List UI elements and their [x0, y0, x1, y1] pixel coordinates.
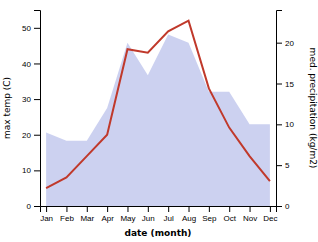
tick-label: 20 — [285, 39, 294, 48]
tick-label: 50 — [22, 24, 31, 33]
tick-mark — [34, 170, 40, 171]
tick-mark — [46, 206, 47, 212]
tick: 20 — [22, 131, 40, 140]
tick: Aug — [182, 206, 196, 223]
tick-label: 10 — [22, 166, 31, 175]
tick-label: Jul — [164, 214, 174, 223]
tick: 50 — [22, 24, 40, 33]
tick-mark — [276, 206, 282, 207]
tick-mark — [209, 206, 210, 212]
tick-label: 0 — [27, 202, 32, 211]
tick-mark — [276, 84, 282, 85]
tick-label: 30 — [22, 95, 31, 104]
tick-label: Feb — [60, 214, 74, 223]
tick-label: 20 — [22, 131, 31, 140]
tick-mark — [34, 63, 40, 64]
tick: Oct — [223, 206, 236, 223]
y2-axis: 0 5 10 15 20 — [276, 11, 294, 212]
tick-mark — [107, 206, 108, 212]
tick-mark — [34, 99, 40, 100]
plot-area: Jan Feb Mar Apr May Jun Jul Aug Sep Oct Nov Dec 0 10 2… — [22, 11, 294, 223]
tick: Jan — [40, 206, 53, 223]
tick-label: Nov — [243, 214, 257, 223]
tick: Sep — [202, 206, 217, 223]
tick: 10 — [276, 120, 294, 129]
tick-label: Sep — [202, 214, 217, 223]
tick: 30 — [22, 95, 40, 104]
tick: 0 — [276, 202, 290, 211]
tick: 20 — [276, 39, 294, 48]
tick-label: 10 — [285, 120, 294, 129]
tick-mark — [250, 206, 251, 212]
tick-label: Dec — [263, 214, 277, 223]
tick-label: Jun — [142, 214, 155, 223]
tick-label: Apr — [101, 214, 114, 223]
tick-mark — [66, 206, 67, 212]
x-axis-title: date (month) — [125, 228, 192, 238]
tick-mark — [34, 28, 40, 29]
tick-mark — [34, 206, 40, 207]
axis-line — [34, 11, 41, 207]
area — [46, 35, 270, 207]
tick: Jun — [142, 206, 155, 223]
tick-label: Jan — [40, 214, 53, 223]
y2-axis-title: med. precipitation (kg/m2) — [308, 48, 318, 169]
tick-mark — [87, 206, 88, 212]
tick-mark — [270, 206, 271, 212]
axis-line — [41, 207, 277, 213]
tick: 10 — [22, 166, 40, 175]
tick: 0 — [27, 202, 40, 211]
tick-mark — [34, 135, 40, 136]
axis-line — [277, 11, 283, 207]
tick-label: Oct — [223, 214, 236, 223]
marks — [46, 21, 270, 206]
tick-label: May — [120, 214, 135, 223]
tick-mark — [276, 124, 282, 125]
tick-mark — [148, 206, 149, 212]
tick-label: Mar — [80, 214, 94, 223]
tick: May — [120, 206, 135, 223]
tick: Dec — [263, 206, 277, 223]
tick: Apr — [101, 206, 114, 223]
tick-label: 40 — [22, 60, 31, 69]
tick-mark — [168, 206, 169, 212]
tick: Nov — [243, 206, 257, 223]
chart: Jan Feb Mar Apr May Jun Jul Aug Sep Oct Nov Dec 0 10 2… — [0, 0, 318, 242]
x-axis: Jan Feb Mar Apr May Jun Jul Aug Sep Oct Nov Dec — [40, 206, 277, 223]
tick: 40 — [22, 60, 40, 69]
tick-mark — [189, 206, 190, 212]
tick-label: Aug — [182, 214, 196, 223]
tick: Mar — [80, 206, 94, 223]
line — [46, 21, 270, 188]
tick-mark — [127, 206, 128, 212]
tick-label: 15 — [285, 80, 294, 89]
tick: Feb — [60, 206, 74, 223]
tick-mark — [276, 165, 282, 166]
y-axis-title: max temp (C) — [2, 77, 12, 139]
tick: Jul — [164, 206, 174, 223]
tick: 15 — [276, 80, 294, 89]
tick-mark — [276, 43, 282, 44]
tick: 5 — [276, 161, 290, 170]
tick-mark — [229, 206, 230, 212]
tick-label: 0 — [285, 202, 290, 211]
y-axis: 0 10 20 30 40 50 — [22, 11, 40, 212]
tick-label: 5 — [285, 161, 290, 170]
